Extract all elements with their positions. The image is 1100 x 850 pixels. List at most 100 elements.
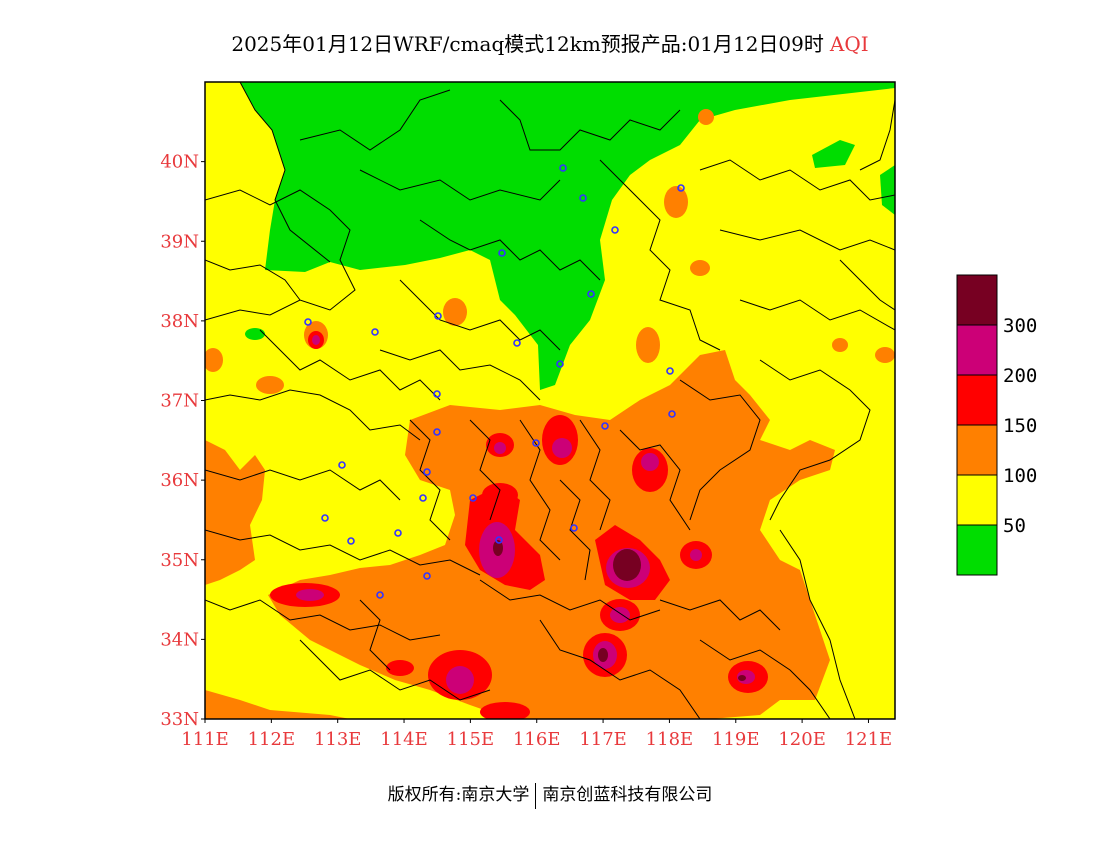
- boundary-line-29: [659, 599, 781, 631]
- station-marker: [347, 537, 355, 545]
- station-marker: [376, 591, 384, 599]
- field-orange-sw: [205, 690, 350, 719]
- lon-tick-label: 118E: [646, 729, 694, 750]
- field-orange-patch6: [690, 260, 710, 276]
- field-good-patch: [245, 328, 265, 340]
- lat-tick-label: 37N: [160, 391, 199, 412]
- boundary-line-27: [479, 579, 661, 621]
- station-marker: [513, 339, 521, 347]
- station-marker: [394, 529, 402, 537]
- lat-tick-label: 36N: [160, 470, 199, 491]
- boundary-line-24: [205, 529, 481, 576]
- boundary-line-2: [205, 259, 301, 301]
- boundary-line-1: [205, 189, 356, 321]
- lon-tick-label: 112E: [248, 729, 296, 750]
- field-good-north: [240, 82, 895, 390]
- station-marker: [469, 494, 477, 502]
- boundary-line-25: [205, 599, 441, 641]
- station-marker: [611, 226, 619, 234]
- lat-tick-label: 40N: [160, 152, 199, 173]
- station-marker: [601, 422, 609, 430]
- field-magenta-6: [296, 589, 324, 601]
- field-good-east: [880, 165, 895, 215]
- field-hazardous-4: [738, 675, 746, 681]
- field-orange-patch5: [698, 109, 714, 125]
- boundary-line-18: [379, 349, 541, 401]
- station-marker: [371, 328, 379, 336]
- field-orange-patch8: [636, 327, 660, 363]
- legend-label: 100: [1003, 465, 1037, 487]
- boundary-line-33: [839, 259, 895, 311]
- field-magenta-12: [312, 335, 320, 345]
- field-magenta-4: [610, 607, 630, 623]
- field-orange-patch9: [832, 338, 848, 352]
- station-marker: [304, 318, 312, 326]
- lon-tick-label: 113E: [314, 729, 362, 750]
- field-magenta-11: [690, 549, 702, 561]
- field-hazardous-1: [613, 549, 641, 581]
- station-marker: [556, 360, 564, 368]
- boundary-line-30: [699, 639, 831, 719]
- footer-divider: [535, 782, 537, 809]
- boundary-line-35: [559, 479, 591, 581]
- boundary-line-16: [259, 329, 441, 401]
- boundary-line-9: [699, 159, 895, 201]
- boundary-line-6: [419, 219, 601, 281]
- lat-tick-label: 39N: [160, 231, 199, 252]
- station-marker: [677, 184, 685, 192]
- field-red-patch10: [386, 660, 414, 676]
- boundary-line-3: [239, 82, 331, 263]
- field-orange-patch10: [875, 347, 895, 363]
- copyright-company: 南京创蓝科技有限公司: [542, 785, 713, 805]
- boundaries: [205, 82, 895, 719]
- copyright-owner: 版权所有:南京大学: [387, 785, 530, 805]
- field-orange-main: [268, 350, 835, 719]
- station-marker: [433, 428, 441, 436]
- copyright-footer: 版权所有:南京大学 南京创蓝科技有限公司: [0, 780, 1100, 809]
- boundary-line-31: [779, 529, 856, 719]
- field-hazardous-2: [598, 648, 608, 662]
- lon-tick-label: 111E: [181, 729, 229, 750]
- field-orange-patch4: [256, 376, 284, 394]
- lat-axis: 40N 39N 38N 37N 36N 35N 34N 33N: [160, 152, 205, 730]
- station-marker: [668, 410, 676, 418]
- boundary-line-26: [299, 639, 491, 701]
- boundary-line-34: [359, 599, 391, 671]
- aqi-field: [205, 82, 895, 719]
- lon-tick-label: 119E: [712, 729, 760, 750]
- boundary-line-10: [719, 229, 895, 251]
- stations: [304, 164, 685, 599]
- boundary-line-19: [409, 419, 451, 541]
- field-hazardous-3: [493, 540, 503, 556]
- station-marker: [532, 439, 540, 447]
- legend-swatch: [956, 274, 998, 326]
- field-red-patch8: [482, 483, 518, 507]
- boundary-line-17: [399, 279, 561, 351]
- legend-label: 50: [1003, 515, 1026, 537]
- station-marker: [434, 312, 442, 320]
- boundary-line-7: [499, 99, 681, 151]
- map-title: 2025年01月12日WRF/cmaq模式12km预报产品:01月12日09时 A…: [0, 28, 1100, 57]
- station-marker: [423, 468, 431, 476]
- field-magenta-9: [494, 442, 506, 454]
- lon-tick-label: 121E: [845, 729, 893, 750]
- field-magenta-7: [641, 453, 659, 471]
- lon-tick-label: 114E: [380, 729, 428, 750]
- lat-tick-label: 38N: [160, 311, 199, 332]
- boundary-line-11: [739, 299, 895, 331]
- title-product: AQI: [829, 32, 869, 56]
- boundary-line-14: [205, 389, 421, 441]
- boundary-line-8: [599, 159, 721, 351]
- boundary-line-4: [299, 89, 451, 151]
- station-marker: [321, 514, 329, 522]
- legend-label: 300: [1003, 315, 1037, 337]
- lon-tick-label: 115E: [447, 729, 495, 750]
- station-marker: [419, 494, 427, 502]
- field-red-patch11: [480, 702, 530, 719]
- station-marker: [587, 290, 595, 298]
- boundary-line-23: [619, 429, 691, 531]
- station-marker: [495, 536, 503, 544]
- field-magenta-8: [552, 438, 572, 458]
- legend-swatch: [956, 524, 998, 576]
- legend-swatch: [956, 474, 998, 526]
